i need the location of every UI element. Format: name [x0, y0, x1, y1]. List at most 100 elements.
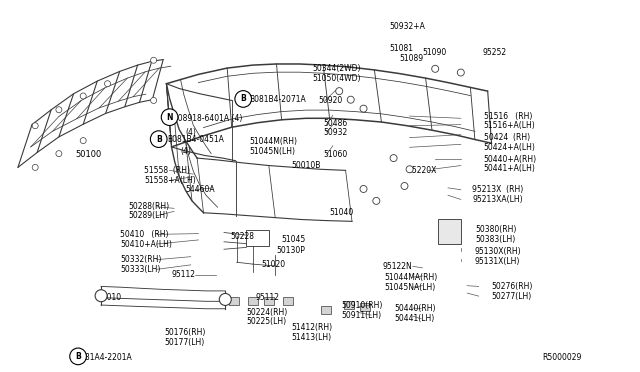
Text: 95130X(RH): 95130X(RH)	[475, 247, 522, 256]
Text: 50920: 50920	[319, 96, 343, 105]
Text: 50225(LH): 50225(LH)	[246, 317, 287, 326]
Circle shape	[56, 107, 62, 113]
Circle shape	[458, 69, 464, 76]
Text: 95213X  (RH): 95213X (RH)	[472, 185, 524, 194]
Text: 50383(LH): 50383(LH)	[475, 235, 515, 244]
Text: 51044M(RH): 51044M(RH)	[250, 137, 298, 146]
Polygon shape	[438, 219, 461, 244]
Text: 50177(LH): 50177(LH)	[164, 338, 205, 347]
Text: 51045: 51045	[282, 235, 306, 244]
Text: 50130P: 50130P	[276, 246, 305, 255]
Text: 50010B: 50010B	[291, 161, 321, 170]
Text: N08918-6401A (4): N08918-6401A (4)	[172, 114, 242, 123]
Text: 50911(LH): 50911(LH)	[342, 311, 382, 320]
Text: 50289(LH): 50289(LH)	[128, 211, 168, 220]
Text: 51413(LH): 51413(LH)	[291, 333, 332, 342]
Text: 51044MA(RH): 51044MA(RH)	[384, 273, 437, 282]
Text: 50410+A(LH): 50410+A(LH)	[120, 240, 172, 249]
Circle shape	[150, 57, 157, 63]
Text: 51045N(LH): 51045N(LH)	[250, 147, 296, 156]
Text: 50333(LH): 50333(LH)	[120, 265, 161, 274]
Text: 50100: 50100	[76, 150, 102, 159]
Text: 95252: 95252	[483, 48, 507, 57]
Circle shape	[32, 123, 38, 129]
Text: 95122N: 95122N	[383, 262, 412, 271]
Text: B081A4-2201A: B081A4-2201A	[76, 353, 132, 362]
Text: 50410   (RH): 50410 (RH)	[120, 230, 169, 239]
Bar	[228, 296, 239, 305]
Circle shape	[80, 138, 86, 144]
Circle shape	[373, 198, 380, 204]
Text: 50441+A(LH): 50441+A(LH)	[484, 164, 536, 173]
Text: 50486: 50486	[324, 119, 348, 128]
Text: 50332(RH): 50332(RH)	[120, 255, 162, 264]
Circle shape	[390, 155, 397, 161]
Text: 50288(RH): 50288(RH)	[128, 202, 169, 211]
Text: 51020: 51020	[261, 260, 285, 269]
Circle shape	[104, 81, 111, 87]
Text: 95112: 95112	[256, 293, 280, 302]
Bar	[360, 303, 370, 311]
Circle shape	[348, 96, 354, 103]
Text: B: B	[241, 94, 246, 103]
Text: 51558+A(LH): 51558+A(LH)	[144, 176, 196, 185]
Text: 51089: 51089	[399, 54, 424, 63]
Text: B081B4-0451A: B081B4-0451A	[168, 135, 225, 144]
Text: 50277(LH): 50277(LH)	[492, 292, 532, 301]
Text: 50440+A(RH): 50440+A(RH)	[484, 155, 537, 164]
Text: 54460A: 54460A	[186, 185, 215, 194]
Text: 50932: 50932	[324, 128, 348, 137]
Text: 51516   (RH): 51516 (RH)	[484, 112, 532, 121]
Text: 95112: 95112	[172, 270, 196, 279]
Text: 95131X(LH): 95131X(LH)	[475, 257, 520, 266]
Circle shape	[235, 91, 252, 107]
Text: 50910(RH): 50910(RH)	[342, 301, 383, 310]
Text: 51050(4WD): 51050(4WD)	[312, 74, 361, 83]
Text: 50344(2WD): 50344(2WD)	[312, 64, 361, 73]
Text: B: B	[76, 352, 81, 361]
Circle shape	[432, 65, 438, 72]
Circle shape	[401, 183, 408, 189]
Text: N: N	[166, 113, 173, 122]
Circle shape	[150, 131, 167, 147]
Text: 51558  (RH): 51558 (RH)	[144, 166, 190, 175]
Text: 50380(RH): 50380(RH)	[475, 225, 516, 234]
Circle shape	[32, 164, 38, 170]
Circle shape	[406, 166, 413, 173]
Text: 51010: 51010	[97, 293, 122, 302]
Circle shape	[360, 105, 367, 112]
Bar	[248, 296, 258, 305]
Circle shape	[161, 109, 178, 125]
Circle shape	[220, 294, 231, 305]
Text: R5000029: R5000029	[543, 353, 582, 362]
Text: 51412(RH): 51412(RH)	[291, 323, 332, 332]
Text: 95213XA(LH): 95213XA(LH)	[472, 195, 523, 204]
Circle shape	[336, 88, 342, 94]
Circle shape	[70, 348, 86, 365]
Text: 51516+A(LH): 51516+A(LH)	[484, 121, 536, 130]
Text: 51045NA(LH): 51045NA(LH)	[384, 283, 435, 292]
Text: (4): (4)	[180, 147, 191, 156]
Text: 50424+A(LH): 50424+A(LH)	[484, 143, 536, 152]
Text: 50932+A: 50932+A	[389, 22, 425, 31]
Text: 51040: 51040	[330, 208, 354, 217]
Bar	[344, 301, 354, 309]
Bar	[264, 296, 274, 305]
Circle shape	[360, 186, 367, 192]
Circle shape	[80, 93, 86, 99]
Bar	[283, 296, 293, 305]
Text: 51060: 51060	[324, 150, 348, 159]
Text: B: B	[156, 135, 161, 144]
Circle shape	[150, 97, 157, 103]
Text: 51090: 51090	[422, 48, 447, 57]
Text: 50228: 50228	[230, 232, 254, 241]
Circle shape	[95, 290, 107, 302]
Text: 50276(RH): 50276(RH)	[492, 282, 533, 291]
Text: 50440(RH): 50440(RH)	[394, 304, 436, 313]
Text: 50424  (RH): 50424 (RH)	[484, 133, 530, 142]
Text: 51081: 51081	[389, 44, 413, 53]
Bar	[321, 305, 332, 314]
Text: 50441(LH): 50441(LH)	[394, 314, 435, 323]
Text: 95220X: 95220X	[407, 166, 436, 175]
Circle shape	[56, 151, 62, 157]
